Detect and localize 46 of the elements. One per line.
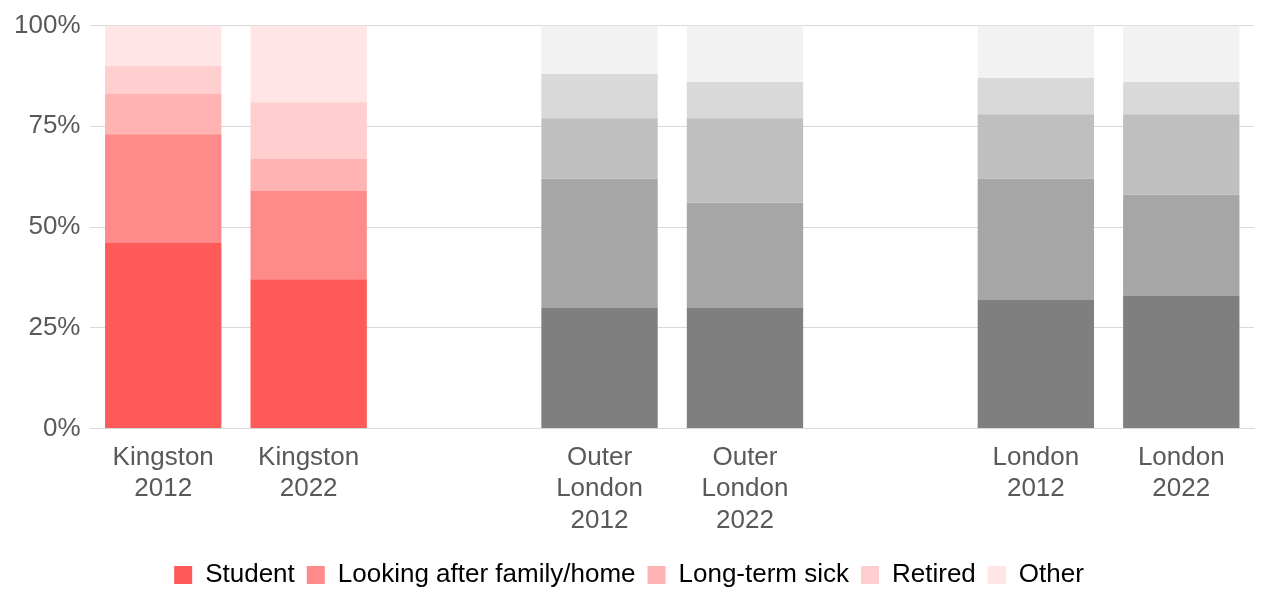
bar bbox=[1123, 81, 1240, 115]
bar bbox=[977, 114, 1095, 179]
bar bbox=[105, 25, 222, 66]
bar bbox=[541, 307, 658, 428]
bar bbox=[105, 243, 222, 428]
bar bbox=[977, 299, 1095, 428]
bar bbox=[541, 25, 658, 74]
y-tick-label: 50% bbox=[28, 210, 81, 241]
legend-label: Looking after family/home bbox=[337, 558, 636, 589]
bar bbox=[105, 65, 222, 95]
bar bbox=[686, 118, 804, 203]
bar bbox=[686, 307, 804, 428]
bar bbox=[541, 178, 658, 308]
bar bbox=[977, 25, 1095, 78]
bar bbox=[541, 118, 658, 179]
y-tick-label: 25% bbox=[28, 310, 81, 341]
bar bbox=[977, 77, 1095, 115]
bar bbox=[105, 134, 222, 244]
bar bbox=[105, 94, 222, 135]
bar bbox=[250, 190, 367, 280]
bar bbox=[686, 81, 804, 119]
bar bbox=[686, 25, 804, 82]
x-tick-label: Kingston 2022 bbox=[258, 441, 360, 503]
x-tick-label: Outer London 2012 bbox=[556, 441, 643, 534]
legend-label: Long-term sick bbox=[678, 558, 850, 589]
legend-label: Retired bbox=[892, 558, 976, 589]
bar bbox=[1123, 194, 1240, 296]
bar bbox=[977, 178, 1095, 300]
bar bbox=[541, 73, 658, 119]
bar bbox=[250, 158, 367, 191]
bar bbox=[686, 202, 804, 308]
bar bbox=[1123, 114, 1240, 195]
y-tick-label: 100% bbox=[14, 8, 81, 39]
legend-label: Other bbox=[1018, 558, 1085, 589]
bar bbox=[1123, 25, 1240, 82]
bar bbox=[250, 102, 367, 159]
x-tick-label: London 2012 bbox=[992, 441, 1080, 503]
bar bbox=[250, 279, 367, 428]
bar bbox=[250, 25, 367, 103]
x-tick-label: London 2022 bbox=[1137, 441, 1225, 503]
legend-label: Student bbox=[205, 558, 296, 589]
x-tick-label: Kingston 2012 bbox=[112, 441, 214, 503]
y-tick-label: 0% bbox=[42, 411, 81, 442]
y-tick-label: 75% bbox=[28, 109, 81, 140]
x-tick-label: Outer London 2022 bbox=[701, 441, 789, 534]
bar bbox=[1123, 295, 1240, 428]
